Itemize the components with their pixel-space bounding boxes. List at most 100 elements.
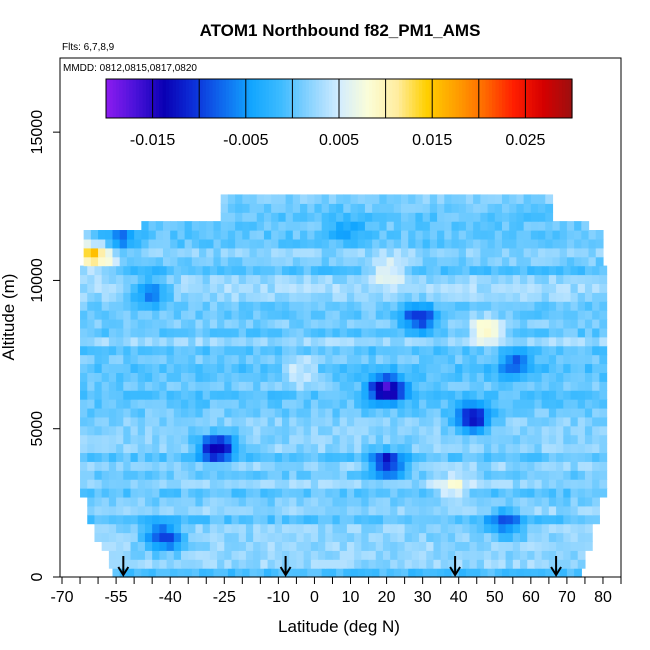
- heatmap-cell: [527, 327, 536, 338]
- heatmap-cell: [80, 416, 88, 427]
- heatmap-cell: [419, 559, 427, 569]
- heatmap-cell: [411, 327, 420, 338]
- heatmap-cell: [130, 399, 139, 409]
- heatmap-cell: [570, 434, 579, 445]
- heatmap-cell: [325, 425, 334, 436]
- heatmap-cell: [382, 532, 391, 543]
- heatmap-cell: [325, 532, 334, 543]
- heatmap-cell: [375, 399, 384, 409]
- heatmap-cell: [173, 327, 182, 338]
- heatmap-cell: [444, 256, 453, 267]
- heatmap-cell: [505, 541, 514, 551]
- heatmap-cell: [227, 230, 236, 240]
- heatmap-cell: [455, 354, 463, 365]
- heatmap-cell: [303, 479, 312, 489]
- heatmap-cell: [336, 194, 344, 204]
- heatmap-cell: [411, 559, 420, 569]
- heatmap-cell: [415, 256, 424, 267]
- heatmap-cell: [321, 194, 330, 204]
- heatmap-cell: [487, 256, 496, 267]
- heatmap-cell: [426, 461, 435, 471]
- heatmap-cell: [217, 461, 225, 471]
- heatmap-cell: [80, 363, 88, 373]
- heatmap-cell: [548, 301, 557, 311]
- heatmap-cell: [483, 532, 492, 543]
- heatmap-cell: [166, 505, 175, 516]
- heatmap-cell: [523, 203, 532, 213]
- heatmap-cell: [159, 399, 168, 409]
- heatmap-cell: [278, 203, 287, 213]
- heatmap-cell: [289, 381, 298, 391]
- heatmap-cell: [108, 407, 117, 418]
- heatmap-cell: [325, 399, 334, 409]
- heatmap-cell: [217, 425, 225, 436]
- heatmap-cell: [296, 390, 305, 400]
- heatmap-cell: [166, 523, 175, 534]
- heatmap-cell: [437, 203, 445, 213]
- heatmap-cell: [548, 523, 557, 534]
- heatmap-cell: [404, 452, 413, 462]
- heatmap-cell: [144, 283, 153, 293]
- heatmap-cell: [577, 390, 586, 400]
- heatmap-cell: [310, 407, 319, 418]
- heatmap-cell: [281, 283, 290, 293]
- heatmap-cell: [281, 425, 290, 436]
- colorbar-tick-label: -0.015: [130, 132, 175, 149]
- heatmap-cell: [473, 247, 481, 258]
- heatmap-cell: [281, 354, 290, 365]
- heatmap-cell: [592, 327, 600, 338]
- colorbar-swatch: [312, 79, 317, 118]
- heatmap-cell: [116, 452, 124, 462]
- heatmap-cell: [361, 345, 370, 356]
- heatmap-cell: [217, 470, 225, 480]
- heatmap-cell: [397, 274, 406, 284]
- heatmap-cell: [534, 479, 543, 489]
- heatmap-cell: [368, 559, 377, 569]
- heatmap-cell: [483, 274, 492, 284]
- heatmap-cell: [181, 274, 189, 284]
- heatmap-cell: [527, 372, 536, 382]
- heatmap-cell: [101, 488, 110, 498]
- heatmap-cell: [181, 407, 189, 418]
- heatmap-cell: [188, 416, 197, 427]
- heatmap-cell: [469, 292, 478, 302]
- heatmap-cell: [462, 550, 471, 560]
- heatmap-cell: [310, 399, 319, 409]
- heatmap-cell: [491, 318, 499, 329]
- heatmap-cell: [278, 221, 287, 231]
- heatmap-cell: [498, 541, 507, 551]
- heatmap-cell: [339, 425, 348, 436]
- heatmap-cell: [556, 336, 564, 347]
- heatmap-cell: [87, 461, 96, 471]
- heatmap-cell: [260, 416, 269, 427]
- colorbar-swatch: [305, 79, 310, 118]
- heatmap-cell: [411, 416, 420, 427]
- heatmap-cell: [137, 496, 146, 507]
- heatmap-cell: [527, 416, 536, 427]
- heatmap-cell: [101, 363, 110, 373]
- heatmap-cell: [181, 399, 189, 409]
- heatmap-cell: [303, 381, 312, 391]
- heatmap-cell: [368, 318, 377, 329]
- heatmap-cell: [231, 434, 240, 445]
- heatmap-cell: [411, 336, 420, 347]
- heatmap-cell: [181, 470, 189, 480]
- heatmap-cell: [166, 336, 175, 347]
- heatmap-cell: [231, 532, 240, 543]
- heatmap-cell: [202, 345, 211, 356]
- heatmap-cell: [509, 194, 518, 204]
- heatmap-cell: [548, 372, 557, 382]
- heatmap-cell: [253, 327, 261, 338]
- heatmap-cell: [577, 292, 586, 302]
- heatmap-cell: [426, 470, 435, 480]
- heatmap-cell: [483, 327, 492, 338]
- heatmap-cell: [354, 310, 362, 320]
- heatmap-cell: [231, 425, 240, 436]
- heatmap-cell: [152, 345, 160, 356]
- heatmap-cell: [483, 425, 492, 436]
- heatmap-cell: [184, 568, 193, 578]
- heatmap-cell: [476, 318, 485, 329]
- heatmap-cell: [170, 221, 178, 231]
- heatmap-cell: [80, 443, 88, 454]
- heatmap-cell: [368, 265, 377, 276]
